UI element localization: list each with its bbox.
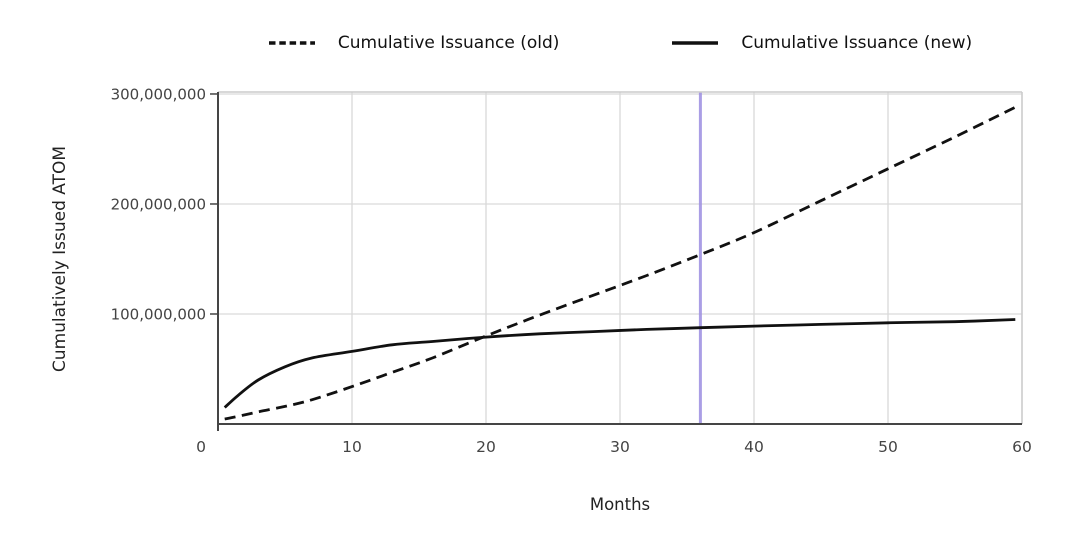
series-line-new	[223, 318, 1016, 409]
series-line-old	[224, 105, 1016, 421]
x-tick-label: 0	[196, 438, 206, 456]
y-tick-label: 100,000,000	[111, 305, 206, 323]
x-tick-label: 30	[610, 438, 630, 456]
y-tick-label: 300,000,000	[111, 85, 206, 103]
dashed-line-swatch	[268, 41, 315, 45]
solid-line-swatch	[672, 41, 719, 45]
legend-label-new: Cumulative Issuance (new)	[741, 33, 973, 53]
legend-label-old: Cumulative Issuance (old)	[337, 33, 560, 53]
x-tick-label: 10	[342, 438, 362, 456]
y-tick-label: 200,000,000	[111, 195, 206, 213]
x-tick-label: 50	[878, 438, 898, 456]
legend-item-new: Cumulative Issuance (new)	[671, 33, 972, 53]
x-tick-label: 20	[476, 438, 496, 456]
x-tick-label: 40	[744, 438, 764, 456]
x-axis-title: Months	[589, 495, 651, 514]
x-tick-label: 60	[1012, 438, 1032, 456]
chart-legend: Cumulative Issuance (old) Cumulative Iss…	[218, 33, 1022, 53]
legend-item-old: Cumulative Issuance (old)	[268, 33, 560, 53]
